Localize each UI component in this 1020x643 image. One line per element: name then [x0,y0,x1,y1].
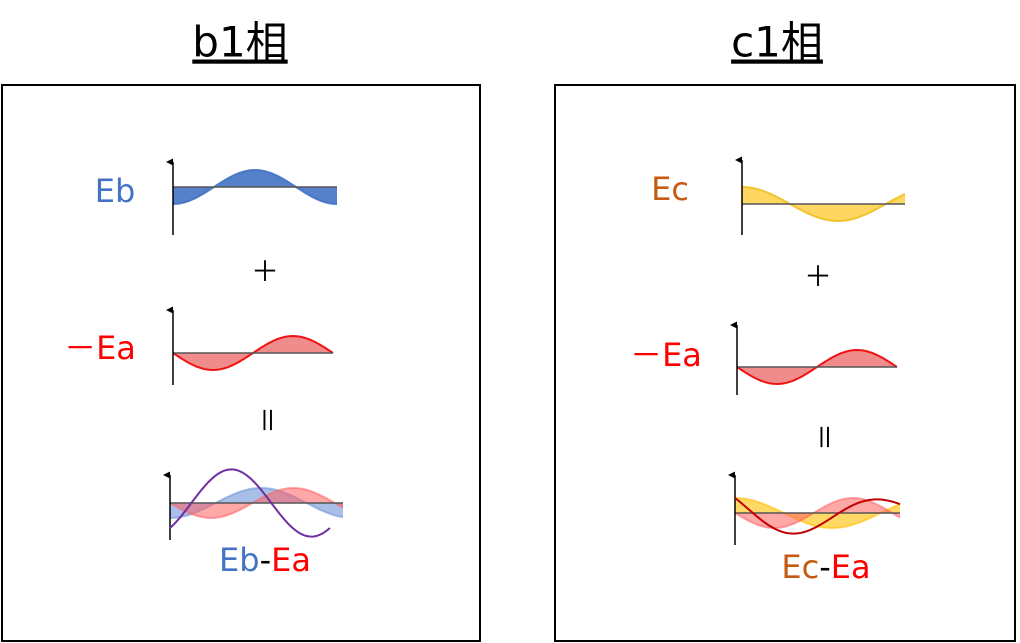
wave-label: －Ea [630,336,702,374]
wave-label: Eb [95,172,136,210]
wave-label: Ec [651,170,689,208]
wave-line [741,186,906,222]
label-part: Eb [219,541,260,579]
result-label: Ec-Ea [781,548,870,586]
result-label: Eb-Ea [219,541,311,579]
panel-frame [554,84,1016,642]
label-part: - [260,541,272,579]
wave-line [172,168,338,205]
wave-label: －Ea [64,329,136,367]
plus-sign: ＋ [804,260,832,293]
plus-sign: ＋ [251,255,279,288]
equals-sign: ＝ [250,406,283,434]
label-part: Ea [831,548,871,586]
panel-title: b1相 [192,18,287,67]
wave-line [169,468,331,538]
panel-frame [1,84,481,642]
label-part: - [819,548,831,586]
wave-line [169,486,344,519]
label-part: Ea [271,541,311,579]
label-part: Ec [781,548,819,586]
equals-sign: ＝ [807,423,840,451]
panel-title: c1相 [731,18,823,67]
wave-line [734,497,901,535]
wave-line [734,496,901,529]
